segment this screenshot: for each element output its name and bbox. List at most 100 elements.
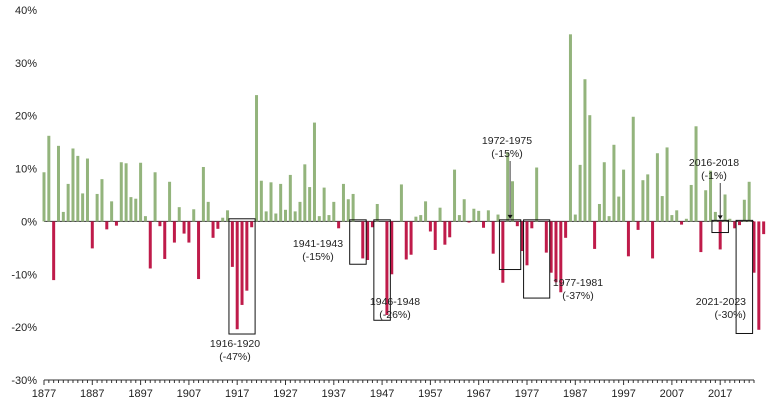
bar-2020 (733, 221, 737, 229)
bar-1996 (617, 196, 621, 222)
bar-2008 (675, 210, 679, 222)
annotation-box (523, 219, 551, 299)
bar-1905 (177, 207, 181, 222)
bar-1957 (428, 221, 432, 232)
annotation-arrowhead (717, 215, 723, 220)
bar-1999 (631, 116, 635, 222)
bar-2014 (704, 190, 708, 222)
bar-1889 (100, 179, 104, 222)
bar-1938 (337, 221, 341, 229)
bar-1922 (259, 180, 263, 222)
y-tick-label: -20% (11, 322, 37, 334)
bar-1935 (322, 187, 326, 222)
bar-2017 (718, 221, 722, 250)
annotation-box (735, 219, 754, 334)
bar-1983 (554, 221, 558, 283)
bar-1877 (42, 172, 46, 222)
bar-1989 (583, 79, 587, 222)
bar-1945 (370, 221, 374, 228)
bar-1891 (110, 201, 114, 222)
y-tick-label: 30% (15, 58, 37, 70)
bar-1918 (240, 221, 244, 305)
bar-1896 (134, 198, 138, 222)
annotation-box (349, 219, 367, 265)
bar-1914 (221, 217, 225, 222)
bar-1991 (593, 221, 597, 249)
bar-1920 (250, 221, 254, 228)
bar-1921 (255, 95, 259, 222)
bar-2003 (651, 221, 655, 259)
bar-1943 (361, 221, 365, 259)
y-tick-label: -10% (11, 269, 37, 281)
bar-1888 (95, 193, 99, 222)
annotation-return: (-26%) (379, 309, 411, 321)
bar-1973 (506, 152, 510, 222)
bar-2012 (694, 126, 698, 222)
bar-1949 (390, 221, 394, 275)
bar-1926 (279, 183, 283, 222)
bar-1900 (153, 172, 157, 222)
bar-1924 (269, 182, 273, 222)
bar-1878 (47, 135, 51, 222)
x-tick-label: 1917 (225, 388, 249, 400)
bar-2009 (680, 221, 684, 225)
bar-1977 (525, 221, 529, 266)
bar-2016 (713, 211, 717, 222)
bar-1964 (462, 199, 466, 222)
bar-1955 (419, 215, 423, 222)
bar-1930 (298, 201, 302, 222)
bar-1944 (366, 221, 370, 261)
bar-1916 (230, 221, 234, 267)
x-axis: 1877 1887 1897 1907 1917 1927 1937 1947 1957 1967… (32, 379, 755, 400)
bar-2019 (728, 218, 732, 222)
bar-1972 (501, 221, 505, 283)
bar-2011 (689, 184, 693, 222)
x-tick-label: 1967 (466, 388, 490, 400)
bar-1892 (114, 221, 118, 226)
x-tick-label: 1977 (515, 388, 539, 400)
bar-1898 (143, 216, 147, 222)
bar-1948 (385, 221, 389, 315)
bar-1961 (448, 221, 452, 238)
annotation-return: (-30%) (714, 309, 746, 321)
x-tick-label: 1957 (418, 388, 442, 400)
bar-1982 (549, 221, 553, 273)
bar-1909 (197, 221, 201, 280)
annotation-arrowhead (507, 214, 513, 219)
x-tick-label: 1997 (611, 388, 635, 400)
annotation-period: 1972-1975 (482, 135, 532, 147)
bar-1952 (404, 221, 408, 260)
annotation-box (373, 219, 391, 321)
bar-2010 (684, 218, 688, 222)
annotation-period: 2021-2023 (696, 296, 746, 308)
bars (42, 34, 766, 330)
bar-1988 (578, 164, 582, 222)
bar-1919 (245, 221, 249, 291)
bar-1908 (192, 209, 196, 222)
bar-2006 (665, 147, 669, 222)
bar-2007 (670, 215, 674, 222)
bar-1981 (544, 221, 548, 253)
bar-1953 (409, 221, 413, 255)
bar-1970 (491, 221, 495, 254)
bar-1885 (81, 193, 85, 222)
bar-1923 (264, 211, 268, 222)
bar-1940 (346, 199, 350, 222)
x-tick-label: 1887 (80, 388, 104, 400)
bar-1882 (66, 183, 70, 222)
bar-2000 (636, 221, 640, 230)
bar-1933 (312, 122, 316, 222)
y-tick-label: 40% (15, 5, 37, 17)
bar-1881 (61, 211, 65, 222)
y-tick-label: 0% (21, 216, 37, 228)
bar-1937 (332, 201, 336, 222)
bar-1963 (457, 215, 461, 222)
bar-1975 (515, 221, 519, 227)
bar-1894 (124, 163, 128, 222)
y-axis: -30% -20% -10% 0% 10% 20% 30% 40% (11, 5, 754, 387)
bar-1966 (472, 208, 476, 222)
bar-1997 (622, 169, 626, 222)
bar-1880 (56, 145, 60, 222)
annotation-return: (-47%) (219, 351, 251, 363)
